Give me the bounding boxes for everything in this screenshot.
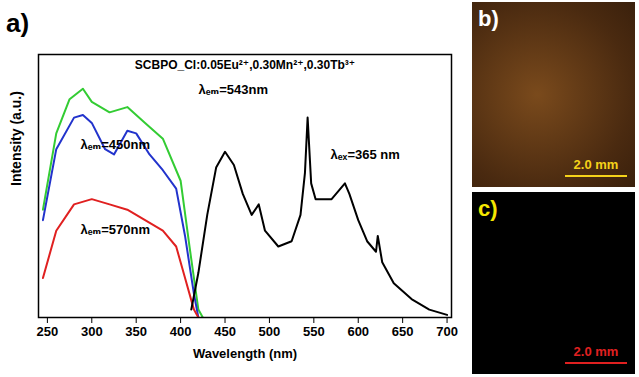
svg-text:λₑₓ=365 nm: λₑₓ=365 nm — [331, 147, 400, 162]
svg-text:λₑₘ=570nm: λₑₘ=570nm — [81, 222, 151, 237]
svg-text:700: 700 — [436, 324, 458, 339]
html-text:2.0 mm: 2.0 mm — [573, 344, 619, 359]
svg-text:SCBPO_Cl:0.05Eu²⁺,0.30Mn²⁺,0.3: SCBPO_Cl:0.05Eu²⁺,0.30Mn²⁺,0.30Tb³⁺ — [135, 58, 355, 72]
svg-text:350: 350 — [125, 324, 147, 339]
svg-text:λₑₘ=543nm: λₑₘ=543nm — [199, 82, 269, 97]
html-text:a): a) — [6, 8, 30, 38]
svg-text:Intensity (a.u.): Intensity (a.u.) — [8, 91, 24, 186]
svg-text:300: 300 — [81, 324, 103, 339]
svg-text:λₑₘ=450nm: λₑₘ=450nm — [81, 137, 151, 152]
html-text:c): c) — [478, 196, 498, 221]
svg-text:250: 250 — [37, 324, 59, 339]
svg-text:450: 450 — [214, 324, 236, 339]
svg-text:550: 550 — [303, 324, 325, 339]
svg-text:400: 400 — [170, 324, 192, 339]
html-text:b): b) — [478, 6, 499, 31]
svg-text:Wavelength (nm): Wavelength (nm) — [193, 346, 297, 361]
svg-text:600: 600 — [347, 324, 369, 339]
svg-text:650: 650 — [392, 324, 414, 339]
svg-text:500: 500 — [259, 324, 281, 339]
html-text:2.0 mm: 2.0 mm — [573, 157, 619, 172]
